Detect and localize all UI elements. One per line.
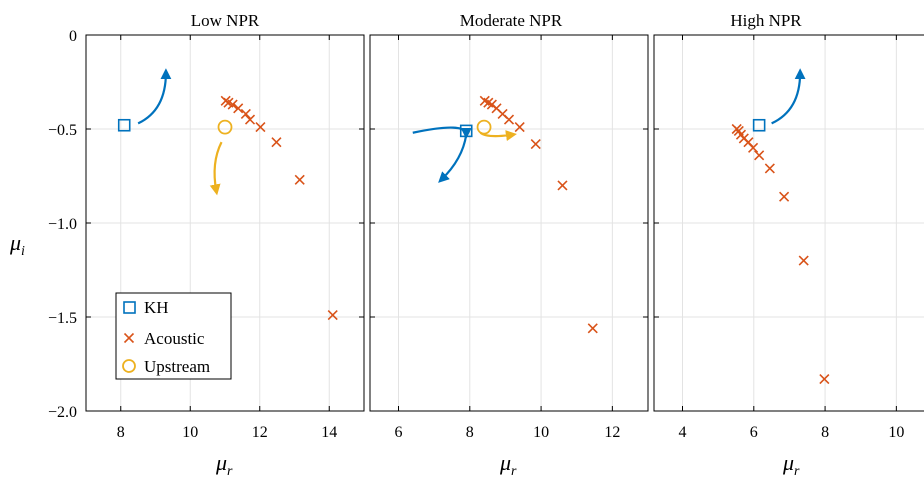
acoustic-point xyxy=(240,108,251,120)
y-tick-label: −1.5 xyxy=(48,310,77,327)
acoustic-point xyxy=(244,114,256,125)
x-tick-label: 8 xyxy=(821,424,829,441)
x-tick-label: 8 xyxy=(117,424,125,441)
acoustic-point xyxy=(227,99,238,110)
panel-title: Moderate NPR xyxy=(460,11,563,30)
trend-arrow xyxy=(209,141,223,196)
upstream-point xyxy=(217,119,233,135)
x-tick-label: 10 xyxy=(182,424,198,441)
acoustic-point xyxy=(255,122,266,133)
legend-acoustic-label: Acoustic xyxy=(144,329,205,348)
legend-kh-marker xyxy=(123,301,136,314)
kh-point xyxy=(752,118,766,132)
upstream-point xyxy=(476,119,492,135)
acoustic-point xyxy=(327,310,338,321)
acoustic-point xyxy=(503,114,515,125)
x-tick-label: 10 xyxy=(533,424,549,441)
y-tick-label: −2.0 xyxy=(48,404,77,421)
y-tick-label: −1.0 xyxy=(48,216,77,233)
legend-kh-label: KH xyxy=(144,298,169,317)
x-tick-label: 8 xyxy=(466,424,474,441)
panel-high-npr: High NPR 4 6 8 10 μr xyxy=(653,11,924,479)
acoustic-point xyxy=(530,138,541,150)
acoustic-point xyxy=(294,174,305,185)
trend-arrow xyxy=(137,68,172,125)
y-axis-label: μi xyxy=(9,230,25,259)
trend-arrow xyxy=(771,68,806,125)
panel-low-npr: Low NPR 8 10 12 14 0 −0.5 −1.0 −1.5 −2.0 μr μi K… xyxy=(9,11,365,479)
acoustic-point xyxy=(557,180,568,191)
kh-point xyxy=(117,118,131,132)
x-tick-label: 6 xyxy=(395,424,403,441)
legend-upstream-label: Upstream xyxy=(144,357,210,376)
x-tick-label: 12 xyxy=(252,424,268,441)
panel-title: Low NPR xyxy=(191,11,260,30)
y-tick-label: 0 xyxy=(69,28,77,45)
acoustic-point xyxy=(819,373,830,385)
x-axis-label: μr xyxy=(782,450,800,479)
x-tick-label: 12 xyxy=(604,424,620,441)
acoustic-point xyxy=(798,255,809,266)
x-tick-label: 6 xyxy=(750,424,758,441)
x-tick-label: 4 xyxy=(679,424,687,441)
legend-acoustic-marker xyxy=(123,332,135,344)
kh-point xyxy=(459,124,473,138)
acoustic-point xyxy=(271,137,282,148)
panel-moderate-npr: Moderate NPR 6 8 10 12 μr xyxy=(369,11,649,479)
y-tick-label: −0.5 xyxy=(48,122,77,139)
legend-upstream-marker xyxy=(122,359,136,373)
acoustic-point xyxy=(748,142,759,153)
trend-arrow xyxy=(412,126,472,140)
acoustic-point xyxy=(587,323,598,334)
acoustic-point xyxy=(754,150,765,161)
x-axis-label: μr xyxy=(499,450,517,479)
acoustic-point xyxy=(514,122,525,133)
legend: KH Acoustic Upstream xyxy=(115,292,232,380)
trend-arrow xyxy=(438,134,468,183)
acoustic-point xyxy=(764,163,775,174)
acoustic-point xyxy=(779,191,790,202)
x-tick-label: 14 xyxy=(321,424,337,441)
panel-title: High NPR xyxy=(730,11,802,30)
acoustic-point xyxy=(233,103,244,114)
x-tick-label: 10 xyxy=(888,424,904,441)
x-axis-label: μr xyxy=(215,450,233,479)
